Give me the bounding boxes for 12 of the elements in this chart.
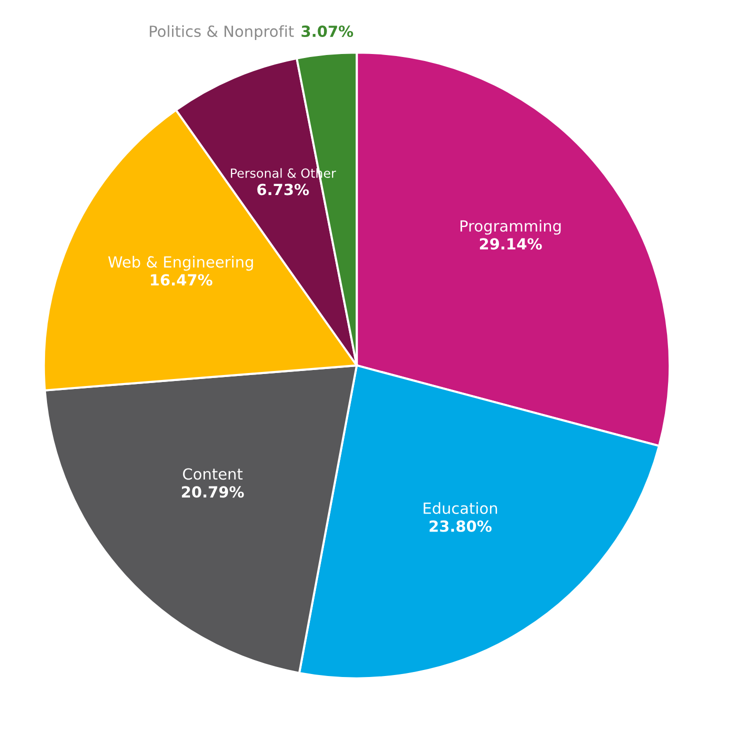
data-label: 29.14% [480, 238, 542, 250]
data-label: 20.79% [182, 486, 244, 498]
slice-label: Web & Engineering [108, 256, 253, 271]
data-label: 23.80% [430, 520, 492, 532]
data-label: 6.73% [257, 184, 309, 196]
slice-label: Content [183, 468, 243, 480]
slice-label: Politics & Nonprofit [150, 25, 294, 40]
slice-label: Education [424, 502, 497, 514]
slice-label: Programming [460, 220, 561, 235]
data-label: 3.07% [302, 25, 354, 38]
data-label: 16.47% [150, 274, 212, 286]
slice-label: Personal & Other [230, 168, 336, 178]
